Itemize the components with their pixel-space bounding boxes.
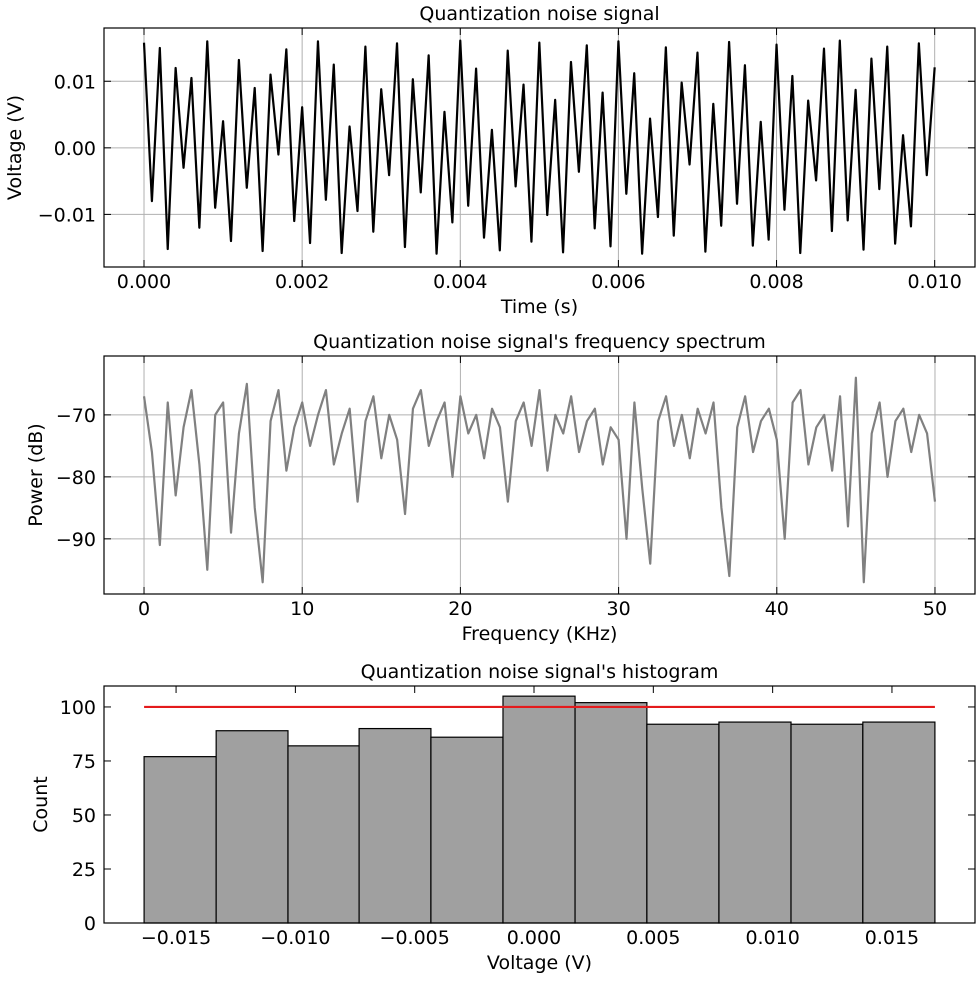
histogram-bar <box>502 695 576 924</box>
y-tick-label: 0.00 <box>54 138 96 160</box>
x-tick-label: −0.005 <box>380 927 450 949</box>
histogram-bar <box>718 721 792 924</box>
signal-line <box>142 376 937 584</box>
x-axis-label: Frequency (KHz) <box>462 623 618 645</box>
histogram-bar <box>574 702 648 924</box>
histogram-bar <box>646 723 720 924</box>
histogram-bar <box>358 727 432 924</box>
histogram-bar <box>287 745 360 924</box>
x-tick-label: 40 <box>765 598 789 620</box>
x-tick-label: 0.008 <box>749 271 803 293</box>
subplot-title: Quantization noise signal's frequency sp… <box>313 331 766 353</box>
x-tick-label: −0.015 <box>141 927 211 949</box>
axes-frame <box>103 27 976 268</box>
histogram-bar <box>862 721 936 924</box>
y-tick-label: 0 <box>84 913 96 935</box>
x-tick-label: 30 <box>607 598 631 620</box>
subplot: 0 10 20 30 40 50 −90 −80 −70 Quantization noise s… <box>25 331 976 645</box>
x-tick-label: 0.015 <box>865 927 919 949</box>
histogram-bar <box>430 736 504 924</box>
histogram-bar <box>143 756 217 924</box>
x-tick-label: 20 <box>448 598 472 620</box>
y-tick-label: 75 <box>72 751 96 773</box>
x-axis-label: Voltage (V) <box>487 952 592 974</box>
y-tick-label: 0.01 <box>54 71 96 93</box>
x-tick-label: 0.004 <box>433 271 487 293</box>
y-axis-label: Voltage (V) <box>4 95 26 200</box>
subplot-title: Quantization noise signal's histogram <box>361 661 719 683</box>
y-axis-label: Power (dB) <box>25 423 47 526</box>
subplot: 0.000 0.002 0.004 0.006 0.008 0.010 −0.01 0.00 0… <box>4 3 976 318</box>
y-tick-label: −90 <box>56 529 96 551</box>
y-tick-label: −0.01 <box>38 204 96 226</box>
x-tick-label: 0.005 <box>626 927 680 949</box>
x-axis-label: Time (s) <box>500 296 578 318</box>
x-tick-label: 0.000 <box>117 271 171 293</box>
axes-frame <box>103 685 976 924</box>
x-tick-label: 0.010 <box>745 927 799 949</box>
axes-frame <box>103 355 976 595</box>
x-tick-label: 0.000 <box>507 927 561 949</box>
histogram-bar <box>790 723 864 924</box>
subplot-title: Quantization noise signal <box>419 3 659 25</box>
x-tick-label: 0 <box>138 598 150 620</box>
histogram-bar <box>215 730 289 924</box>
x-tick-label: −0.010 <box>260 927 330 949</box>
subplot: −0.015 −0.010 −0.005 0.000 0.005 0.010 0.015 0 2… <box>30 661 976 974</box>
x-tick-label: 0.006 <box>591 271 645 293</box>
y-tick-label: 100 <box>60 697 96 719</box>
y-tick-label: −80 <box>56 467 96 489</box>
x-tick-label: 0.010 <box>907 271 961 293</box>
y-tick-label: 25 <box>72 859 96 881</box>
y-tick-label: −70 <box>56 405 96 427</box>
y-axis-label: Count <box>30 776 52 832</box>
x-tick-label: 50 <box>923 598 947 620</box>
y-tick-label: 50 <box>72 805 96 827</box>
signal-line <box>142 39 936 255</box>
x-tick-label: 10 <box>290 598 314 620</box>
x-tick-label: 0.002 <box>275 271 329 293</box>
